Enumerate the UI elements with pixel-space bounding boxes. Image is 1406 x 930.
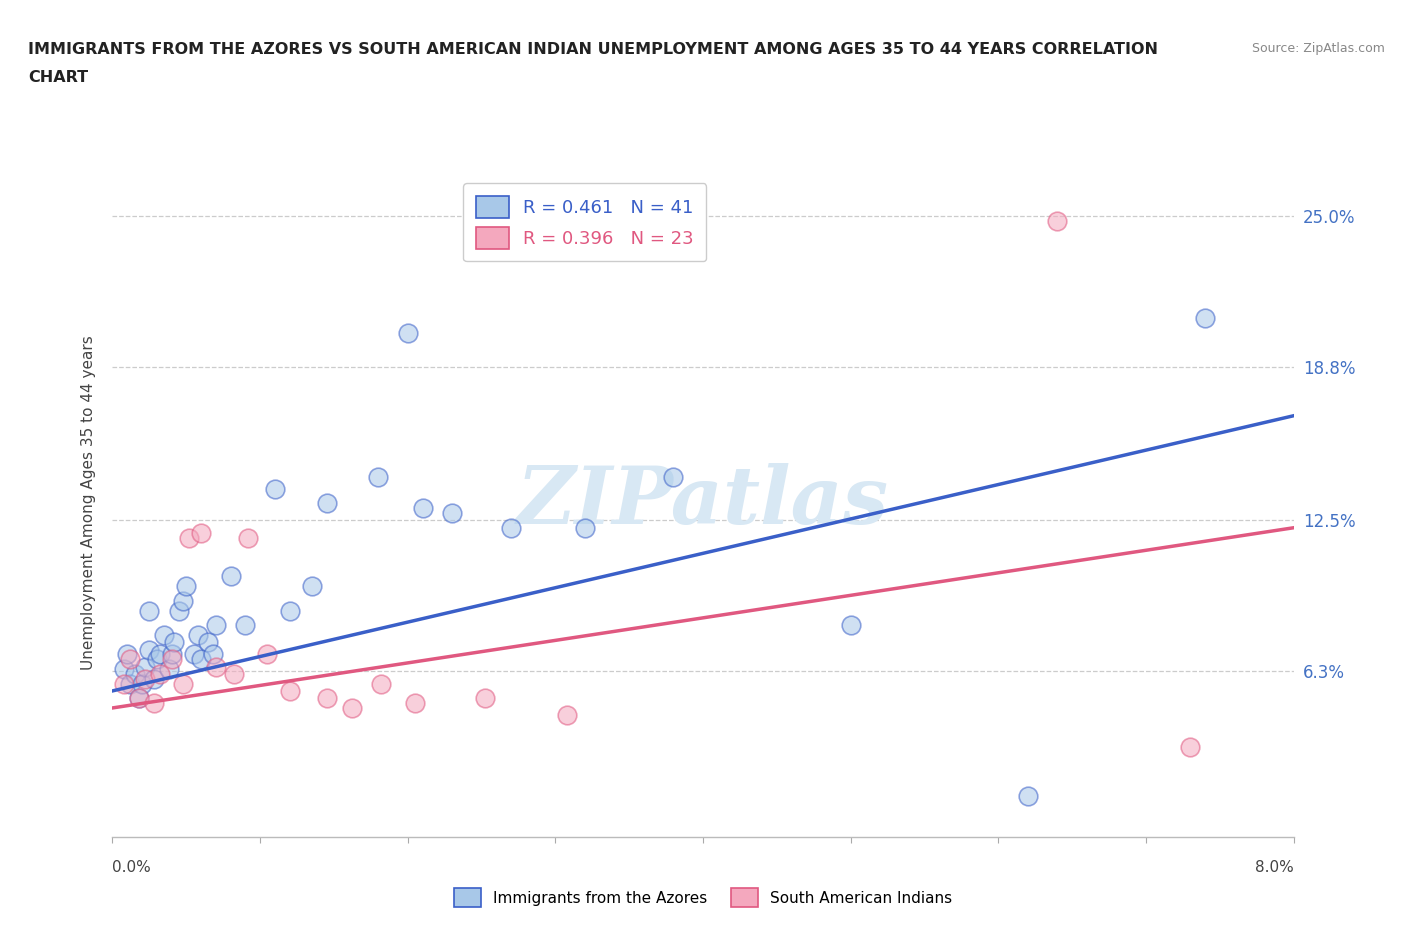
Point (112, 661, 135, 676)
Point (404, 696, 426, 711)
Text: Source: ZipAtlas.com: Source: ZipAtlas.com (1251, 42, 1385, 55)
Point (128, 691, 150, 706)
Point (205, 659, 228, 674)
Point (134, 671, 156, 686)
Point (142, 671, 165, 686)
Point (197, 635, 219, 650)
Y-axis label: Unemployment Among Ages 35 to 44 years: Unemployment Among Ages 35 to 44 years (80, 335, 96, 670)
Text: 8.0%: 8.0% (1254, 860, 1294, 875)
Point (201, 647, 224, 662)
Point (157, 661, 180, 676)
Point (441, 506, 464, 521)
Point (124, 667, 146, 682)
Text: 0.0%: 0.0% (112, 860, 152, 875)
Point (205, 618, 228, 632)
Point (315, 496, 337, 511)
Point (117, 647, 138, 662)
Point (172, 593, 194, 608)
Text: CHART: CHART (28, 70, 89, 85)
Point (183, 647, 205, 662)
Point (120, 676, 142, 691)
Point (167, 604, 190, 618)
Point (256, 647, 278, 662)
Point (112, 676, 135, 691)
Point (396, 326, 419, 340)
Point (1046, 214, 1069, 229)
Point (222, 667, 245, 682)
Point (134, 659, 156, 674)
Text: ZIPatlas: ZIPatlas (517, 463, 889, 541)
Point (179, 530, 201, 545)
Point (128, 691, 150, 706)
Legend: R = 0.461   N = 41, R = 0.396   N = 23: R = 0.461 N = 41, R = 0.396 N = 23 (464, 183, 706, 261)
Legend: Immigrants from the Azores, South American Indians: Immigrants from the Azores, South Americ… (447, 883, 959, 913)
Point (278, 604, 301, 618)
Point (301, 578, 323, 593)
Point (264, 482, 287, 497)
Point (1017, 788, 1039, 803)
Point (555, 708, 578, 723)
Point (120, 652, 142, 667)
Point (233, 618, 256, 632)
Point (367, 470, 389, 485)
Point (174, 578, 197, 593)
Text: IMMIGRANTS FROM THE AZORES VS SOUTH AMERICAN INDIAN UNEMPLOYMENT AMONG AGES 35 T: IMMIGRANTS FROM THE AZORES VS SOUTH AMER… (28, 42, 1159, 57)
Point (160, 652, 183, 667)
Point (138, 604, 160, 618)
Point (315, 691, 337, 706)
Point (190, 652, 212, 667)
Point (839, 618, 862, 632)
Point (172, 676, 194, 691)
Point (574, 520, 596, 535)
Point (238, 530, 260, 545)
Point (187, 628, 209, 643)
Point (412, 501, 434, 516)
Point (131, 676, 153, 691)
Point (138, 642, 160, 657)
Point (153, 628, 176, 643)
Point (278, 684, 301, 698)
Point (142, 696, 165, 711)
Point (474, 691, 496, 706)
Point (190, 525, 212, 540)
Point (662, 470, 685, 485)
Point (219, 569, 242, 584)
Point (340, 700, 363, 715)
Point (370, 676, 392, 691)
Point (1178, 739, 1201, 754)
Point (1194, 311, 1216, 325)
Point (149, 667, 172, 682)
Point (163, 635, 186, 650)
Point (501, 520, 523, 535)
Point (146, 652, 169, 667)
Point (149, 647, 172, 662)
Point (160, 647, 183, 662)
